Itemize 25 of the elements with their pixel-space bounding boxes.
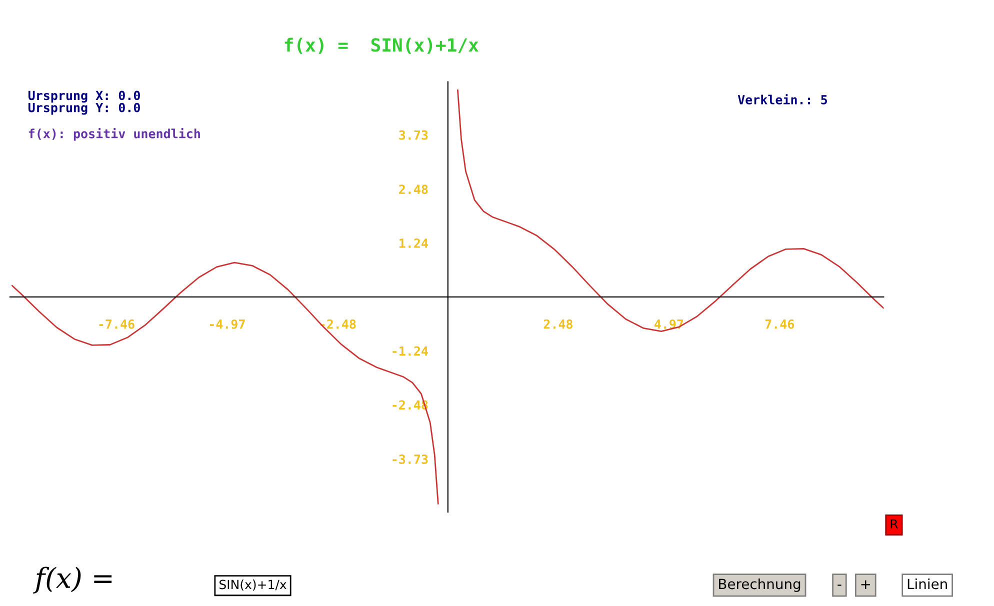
y-tick-label: -1.24 bbox=[392, 346, 428, 356]
x-tick-label: -7.46 bbox=[99, 319, 134, 329]
x-tick-label: -2.48 bbox=[320, 319, 356, 329]
y-tick-label: 3.73 bbox=[399, 130, 428, 140]
x-tick-label: -4.97 bbox=[210, 319, 245, 329]
x-tick-label: 7.46 bbox=[765, 319, 794, 329]
line-series bbox=[11, 262, 439, 505]
text: Berechnung bbox=[719, 578, 800, 592]
line-series bbox=[457, 89, 884, 332]
x-tick-label: 2.48 bbox=[544, 319, 572, 329]
annotation: Ursprung Y: 0.0 bbox=[28, 102, 140, 115]
y-tick-label: -3.73 bbox=[392, 454, 428, 464]
chart-title: f(x) = SIN(x)+1/x bbox=[284, 38, 478, 54]
text: f(x) = bbox=[33, 566, 112, 594]
text: + bbox=[861, 580, 870, 590]
text: - bbox=[838, 584, 842, 586]
annotation: Ursprung X: 0.0 bbox=[28, 90, 140, 103]
x-tick-label: 4.97 bbox=[654, 319, 684, 329]
y-tick-label: 2.48 bbox=[399, 184, 428, 194]
text: R bbox=[890, 519, 898, 528]
annotation: f(x): positiv unendlich bbox=[28, 128, 200, 141]
text: SIN(x)+1/x bbox=[220, 580, 286, 591]
text: Linien bbox=[908, 578, 947, 590]
y-tick-label: 1.24 bbox=[400, 238, 428, 248]
annotation: Verklein.: 5 bbox=[738, 94, 828, 104]
